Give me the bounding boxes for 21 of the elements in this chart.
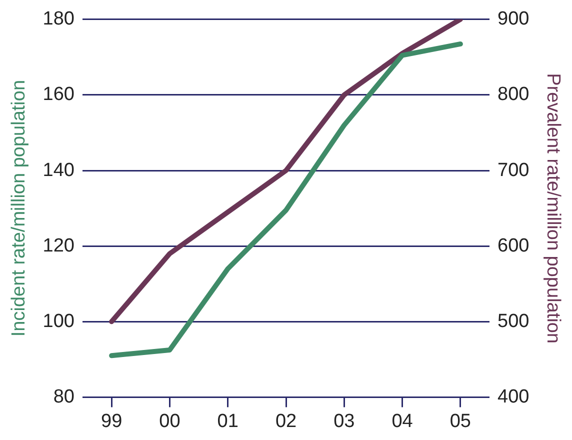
x-tick-label: 04	[392, 410, 414, 432]
y2-tick-label: 700	[498, 160, 530, 181]
y2-tick-label: 400	[498, 386, 530, 408]
y-tick-label: 80	[53, 386, 74, 408]
x-tick-label: 02	[275, 410, 297, 432]
x-tick-label: 00	[159, 410, 180, 432]
y-tick-label: 140	[42, 160, 74, 181]
y2-tick-label: 600	[498, 235, 530, 256]
y-tick-label: 160	[42, 84, 74, 106]
x-tick-label: 03	[334, 410, 355, 432]
y2-tick-label: 500	[498, 310, 530, 332]
y2-axis-title: Prevalent rate/million population	[542, 73, 564, 344]
x-tick-label: 01	[217, 410, 238, 432]
y-axis-title: Incident rate/million population	[8, 80, 30, 337]
y-tick-label: 180	[42, 8, 74, 30]
y2-tick-label: 900	[498, 8, 530, 30]
y2-tick-label: 800	[498, 84, 530, 106]
x-tick-label: 99	[101, 410, 122, 432]
y-tick-label: 100	[42, 310, 74, 332]
x-tick-label: 05	[450, 410, 471, 432]
y-tick-label: 120	[42, 235, 74, 256]
